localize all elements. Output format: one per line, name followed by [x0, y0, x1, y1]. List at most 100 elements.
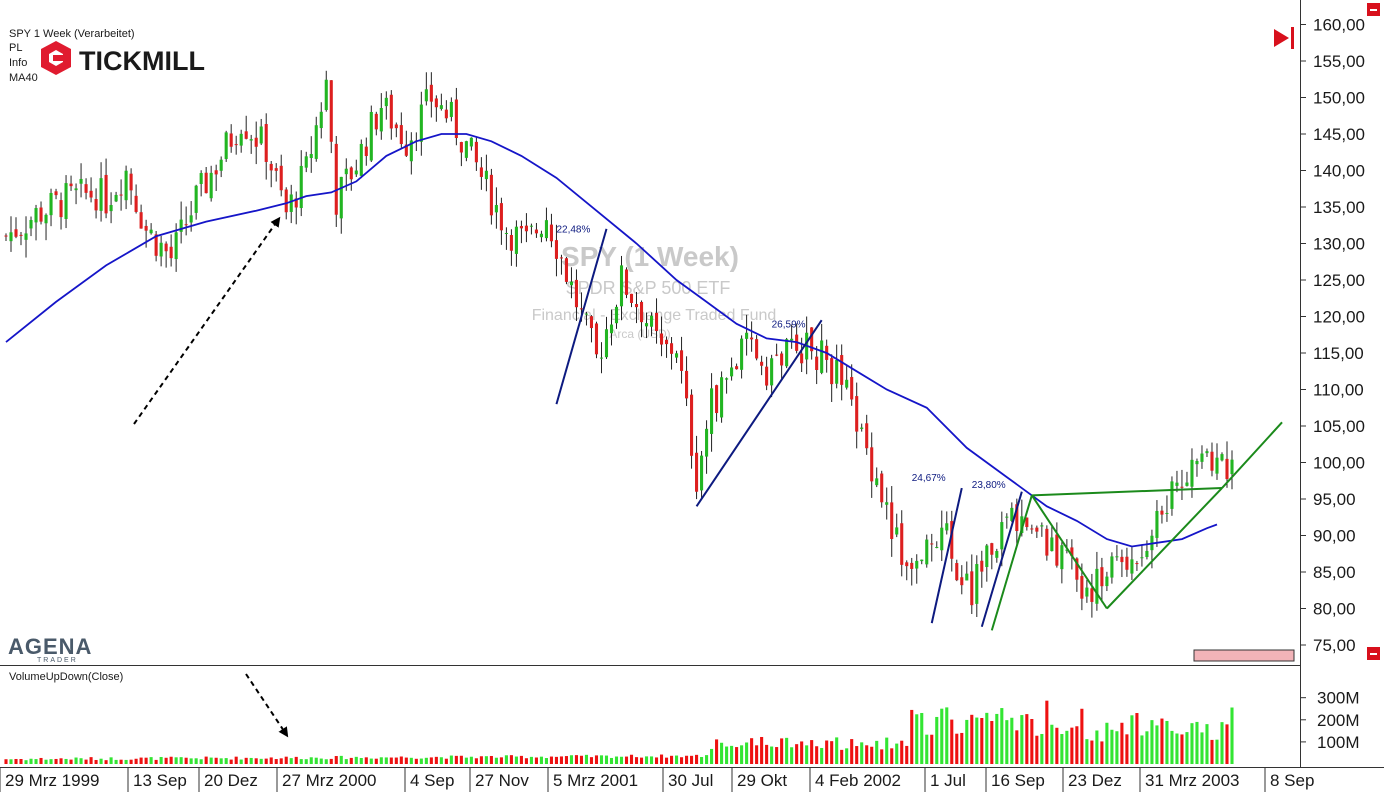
scroll-indicator[interactable]	[1193, 649, 1295, 662]
agena-logo-text: AGENA	[8, 634, 92, 659]
volume-bar	[589, 757, 594, 764]
volume-bar	[234, 756, 238, 764]
volume-bar	[835, 737, 839, 764]
candle	[474, 137, 478, 171]
axis-scale-icon[interactable]	[1367, 647, 1380, 660]
volume-axis[interactable]: 300M 200M 100M	[1300, 689, 1360, 752]
axis-settings-icon[interactable]	[1367, 3, 1380, 16]
candle	[99, 162, 103, 222]
time-axis[interactable]	[0, 767, 1384, 792]
volume-bar	[209, 757, 213, 764]
price-axis[interactable]: 160,00 155,00 150,00 145,00 140,00 135,00 130,…	[1300, 16, 1365, 656]
candle	[850, 364, 854, 406]
volume-bar	[1165, 720, 1169, 764]
tickmill-logo: TICKMILL	[41, 41, 205, 76]
volume-bar	[164, 757, 168, 764]
price-tick-label: 125,00	[1313, 271, 1365, 290]
time-tick-label: 27 Mrz 2000	[282, 771, 377, 790]
volume-bars	[4, 700, 1234, 764]
volume-bar	[1205, 724, 1209, 764]
candle	[449, 97, 453, 122]
volume-bar	[850, 739, 854, 764]
volume-bar	[730, 745, 734, 764]
candle	[995, 548, 999, 563]
volume-bar	[1085, 739, 1089, 764]
volume-bar	[1025, 714, 1029, 764]
candle	[1115, 545, 1119, 561]
pattern-line[interactable]	[1221, 421, 1283, 489]
percent-annotation: 22,48%	[556, 225, 590, 236]
volume-bar	[94, 759, 98, 764]
volume-bar	[775, 747, 779, 764]
candle	[1040, 522, 1044, 537]
candle	[104, 158, 108, 219]
trend-line[interactable]	[555, 228, 608, 405]
candle	[885, 487, 889, 520]
drawings-layer[interactable]: 22,48% 26,59% 24,67% 23,80%	[5, 133, 1283, 631]
candle	[439, 93, 443, 111]
candle	[394, 122, 398, 138]
trend-line[interactable]	[695, 319, 823, 507]
candle	[935, 541, 939, 549]
candle	[835, 344, 839, 389]
candle	[1050, 524, 1054, 552]
watermark-type: Financial - Exchange Traded Fund	[532, 307, 777, 324]
candle	[454, 87, 458, 146]
candle	[855, 382, 859, 449]
trend-line[interactable]	[980, 491, 1023, 628]
candle	[544, 207, 548, 242]
volume-bar	[639, 757, 644, 764]
candle	[790, 324, 794, 349]
volume-bar	[1060, 733, 1064, 764]
pattern-line[interactable]	[1031, 487, 1223, 497]
volume-bar	[875, 740, 879, 764]
pattern-line[interactable]	[1031, 494, 1108, 610]
candle	[29, 216, 33, 237]
volume-bar	[880, 749, 884, 764]
candle	[980, 550, 984, 588]
candle	[685, 356, 689, 407]
play-marker-icon[interactable]	[1274, 27, 1294, 49]
time-tick-label: 5 Mrz 2001	[553, 771, 638, 790]
candle	[589, 315, 594, 343]
chart-title: SPY 1 Week (Verarbeitet)	[9, 28, 135, 40]
dashed-arrow-price[interactable]	[133, 216, 281, 425]
time-tick-label: 13 Sep	[133, 771, 187, 790]
volume-bar	[720, 742, 724, 764]
volume-bar	[44, 759, 48, 764]
candle	[975, 555, 979, 617]
volume-bar	[99, 758, 103, 764]
volume-bar	[4, 759, 8, 764]
trend-line[interactable]	[930, 487, 963, 624]
candle	[264, 113, 268, 180]
ma40-line[interactable]	[5, 133, 1218, 548]
candle	[639, 300, 644, 338]
candle	[14, 217, 18, 239]
legend-info: Info	[9, 57, 27, 69]
pattern-line[interactable]	[990, 495, 1033, 631]
volume-bar	[274, 759, 278, 764]
candle	[469, 137, 473, 151]
pattern-line[interactable]	[1106, 487, 1223, 610]
volume-bar	[184, 757, 188, 764]
volume-bar	[229, 759, 233, 764]
volume-bar	[254, 758, 258, 764]
volume-bar	[1115, 731, 1119, 764]
volume-bar	[669, 755, 674, 764]
candle	[534, 222, 538, 238]
volume-bar	[740, 745, 744, 764]
volume-bar	[304, 759, 308, 764]
candle	[675, 350, 679, 364]
candle	[484, 154, 488, 192]
candle	[119, 179, 123, 211]
volume-bar	[349, 757, 353, 764]
candle	[69, 175, 73, 191]
volume-bar	[830, 741, 834, 764]
price-tick-label: 115,00	[1313, 344, 1364, 363]
volume-bar	[454, 755, 458, 764]
dashed-arrow-volume[interactable]	[245, 673, 289, 738]
volume-bar	[244, 757, 248, 764]
price-tick-label: 105,00	[1313, 417, 1365, 436]
candle	[810, 327, 814, 360]
candle	[830, 354, 834, 402]
